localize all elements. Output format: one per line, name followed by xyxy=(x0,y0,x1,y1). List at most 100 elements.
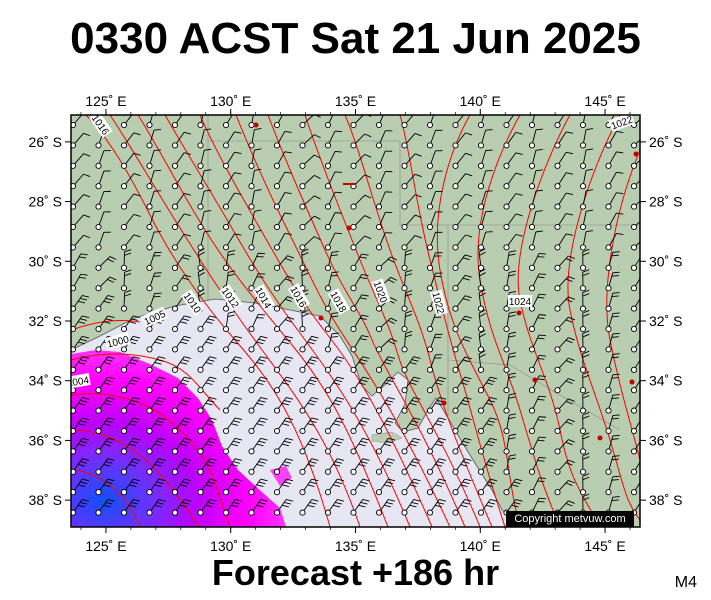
wind-barb xyxy=(426,397,447,414)
wind-barb xyxy=(528,477,547,496)
wind-barb xyxy=(273,171,292,190)
wind-barb xyxy=(71,417,90,435)
wind-barb xyxy=(503,433,517,455)
lat-label-right: 28˚ S xyxy=(649,194,682,210)
wind-barb xyxy=(273,335,294,353)
wind-barb xyxy=(426,499,447,516)
wind-barb xyxy=(71,214,91,231)
axis-ticks xyxy=(65,109,646,533)
wind-barb xyxy=(95,211,111,231)
wind-barb xyxy=(71,458,90,475)
wind-barb xyxy=(324,171,343,190)
wind-barb xyxy=(452,336,472,353)
wind-barb xyxy=(197,115,204,129)
wind-barb xyxy=(350,194,372,210)
wind-barb xyxy=(401,310,413,333)
city-marker xyxy=(516,310,522,316)
wind-barb xyxy=(171,376,192,394)
wind-barb xyxy=(477,190,493,210)
wind-barb xyxy=(197,458,217,475)
wind-barb xyxy=(299,115,321,129)
wind-barb xyxy=(426,313,443,333)
wind-barb xyxy=(248,313,266,333)
lat-label-right: 36˚ S xyxy=(649,432,682,448)
lat-label-left: 28˚ S xyxy=(29,194,62,210)
wind-barb xyxy=(554,439,575,455)
wind-barb xyxy=(605,332,620,353)
lat-label-left: 26˚ S xyxy=(29,134,62,150)
wind-barb xyxy=(579,452,590,475)
wind-barb xyxy=(95,170,111,190)
wind-barb xyxy=(248,417,268,435)
wind-barb xyxy=(248,478,268,496)
wind-barb xyxy=(324,499,345,516)
wind-barb xyxy=(554,131,574,149)
wind-barb xyxy=(273,212,292,231)
wind-barb xyxy=(71,499,90,516)
isobar xyxy=(235,115,451,527)
wind-barb xyxy=(579,391,590,414)
wind-barb xyxy=(477,248,486,271)
wind-barb xyxy=(630,379,640,394)
wind-barb xyxy=(95,256,117,271)
wind-barb xyxy=(477,350,486,373)
wind-barb xyxy=(171,458,192,475)
wind-barb xyxy=(324,356,345,373)
wind-barb xyxy=(605,434,620,455)
wind-barb xyxy=(95,417,115,435)
wind-barb xyxy=(95,190,111,210)
wind-barb xyxy=(248,127,262,149)
wind-barb xyxy=(120,315,141,333)
wind-barb xyxy=(171,172,192,190)
wind-barb xyxy=(477,376,498,394)
wind-barb xyxy=(350,314,369,333)
wind-barb xyxy=(273,478,294,496)
wind-barb xyxy=(324,437,345,455)
wind-barb xyxy=(554,172,574,190)
isobar xyxy=(517,115,601,527)
wind-barb xyxy=(197,230,212,251)
isobar xyxy=(304,115,481,527)
wind-barb xyxy=(71,132,91,149)
wind-barb xyxy=(401,234,422,251)
wind-barb xyxy=(554,418,575,435)
wind-barb xyxy=(375,437,396,455)
wind-barb xyxy=(426,437,447,455)
wind-barb xyxy=(503,172,523,190)
wind-barb xyxy=(401,290,413,312)
wind-barb xyxy=(452,417,472,435)
wind-barb xyxy=(554,192,574,210)
wind-barb xyxy=(71,356,90,373)
wind-barb xyxy=(452,356,472,373)
wind-barb xyxy=(503,352,517,373)
wind-barb xyxy=(605,192,624,210)
wind-barb xyxy=(477,169,493,190)
city-marker xyxy=(253,122,259,128)
wind-barb xyxy=(248,335,268,353)
wind-barb xyxy=(375,356,396,373)
wind-barb xyxy=(299,335,319,353)
wind-barb xyxy=(477,115,485,129)
isobar xyxy=(71,393,231,527)
wind-barb xyxy=(554,377,575,394)
wind-barb xyxy=(273,356,294,373)
wind-barb xyxy=(630,359,640,373)
wind-barb xyxy=(146,169,162,190)
wind-barb xyxy=(426,150,443,169)
wind-barb xyxy=(477,231,493,251)
wind-barb xyxy=(71,253,88,271)
wind-barb xyxy=(528,230,543,251)
wind-barb xyxy=(171,254,192,271)
wind-barb xyxy=(350,153,372,169)
wind-barb xyxy=(452,152,473,169)
wind-barb xyxy=(605,475,620,496)
wind-barb xyxy=(426,272,443,292)
wind-barb xyxy=(171,335,192,353)
wind-barb xyxy=(350,115,372,129)
wind-barb xyxy=(477,268,486,292)
wind-barb xyxy=(273,499,294,516)
wind-barb xyxy=(503,152,523,169)
wind-barb xyxy=(554,459,575,475)
wind-barb xyxy=(95,458,115,475)
